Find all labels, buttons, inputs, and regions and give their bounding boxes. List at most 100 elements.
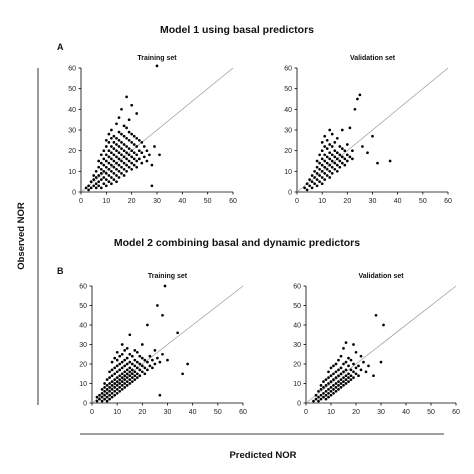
chart-3-point [319,397,323,401]
chart-3-point [344,374,348,378]
chart-1-y-tick-label: 40 [284,107,292,114]
chart-1-point [343,163,347,167]
chart-2-point [110,391,114,395]
chart-2-point [108,382,111,385]
chart-0-point [122,149,126,153]
chart-2-point [108,393,111,397]
chart-2-point [120,388,124,391]
chart-3-point [329,386,333,389]
chart-2-point [110,395,114,399]
chart-3-point [339,354,343,358]
chart-2-x-tick-label: 40 [189,409,197,416]
chart-1-point [343,149,347,153]
chart-0-point [97,174,101,177]
chart-2-point [115,388,119,391]
chart-1-point [320,182,324,186]
chart-1-point [315,172,319,175]
chart-1-point [330,172,334,175]
chart-1-x-tick-label: 30 [369,198,377,205]
chart-1-point [320,157,324,161]
chart-2-point [103,386,106,389]
chart-0-point [117,138,121,142]
chart-0-point [132,151,136,155]
chart-2-x-tick-label: 50 [214,409,222,416]
chart-3-point [327,388,330,391]
chart-1-point [323,172,327,175]
chart-0-point [150,163,154,167]
chart-1-point [325,167,329,171]
chart-1-point [330,132,334,136]
chart-2-point [108,397,111,401]
chart-3-point [352,343,355,346]
chart-1-y-tick-label: 10 [284,169,292,176]
chart-2-y-tick-label: 0 [83,401,87,408]
chart-0-point [120,141,123,144]
chart-0-point [99,167,103,171]
chart-2-point [153,349,157,352]
chart-0-point [117,116,121,119]
chart-0-point [102,163,106,167]
chart-2-point [146,323,149,327]
chart-2-point [100,388,104,391]
chart-3-point [354,350,358,354]
chart-0-point [142,145,146,148]
chart-2-point [120,384,124,387]
chart-3-point [314,393,318,397]
chart-2-point [130,380,134,383]
chart-3-point [332,384,335,387]
chart-0-y-tick-label: 20 [68,148,76,155]
chart-2-point [98,393,101,397]
chart-3-point [349,378,353,381]
chart-1-point [310,180,314,184]
chart-2-point [143,366,147,370]
chart-2-point [130,368,134,372]
chart-2-point [110,388,114,391]
chart-2-point [113,382,117,385]
chart-3-point [329,366,333,370]
chart-0-title: Training set [137,55,177,62]
chart-1-y-tick-label: 20 [284,148,292,155]
chart-3-point [349,374,353,378]
chart-0-point [115,143,118,146]
chart-0-point [104,145,108,148]
chart-1-point [320,149,324,153]
chart-2-point [125,384,129,387]
chart-2-point [161,352,164,356]
chart-2-point [138,362,142,366]
chart-1-point [318,180,321,184]
chart-0-point [150,184,154,188]
chart-0-point [97,184,101,188]
chart-0-point [130,132,134,136]
chart-0-point [104,159,108,163]
chart-1-x-tick-label: 0 [295,198,299,205]
chart-2-point [113,389,117,393]
chart-3-title: Validation set [358,273,404,280]
chart-0-y-tick-label: 50 [68,86,76,93]
chart-0-point [115,149,118,153]
chart-3-point [327,370,330,374]
chart-3-point [324,378,328,381]
chart-3-point [322,386,325,389]
chart-2-point [113,366,117,370]
chart-0-point [125,163,128,167]
chart-3-point [334,382,338,385]
chart-2-point [158,360,162,364]
section-a-title: Model 1 using basal predictors [160,24,314,36]
chart-2-point [123,370,127,374]
chart-3-point [347,364,350,368]
chart-0-y-tick-label: 30 [68,128,76,135]
chart-2-x-tick-label: 10 [113,409,121,416]
chart-0-point [130,161,134,165]
chart-3-point [337,384,340,387]
section-b-label: B [57,266,64,276]
chart-2-point [120,343,124,346]
chart-2-point [105,399,109,403]
chart-2-y-tick-label: 50 [79,303,87,310]
chart-3-point [349,358,353,362]
chart-2-point [98,397,101,401]
chart-0-point [153,145,156,148]
chart-2-point [130,372,134,376]
chart-3-point [352,376,355,379]
chart-1-point [353,107,357,111]
chart-1-point [325,147,329,150]
